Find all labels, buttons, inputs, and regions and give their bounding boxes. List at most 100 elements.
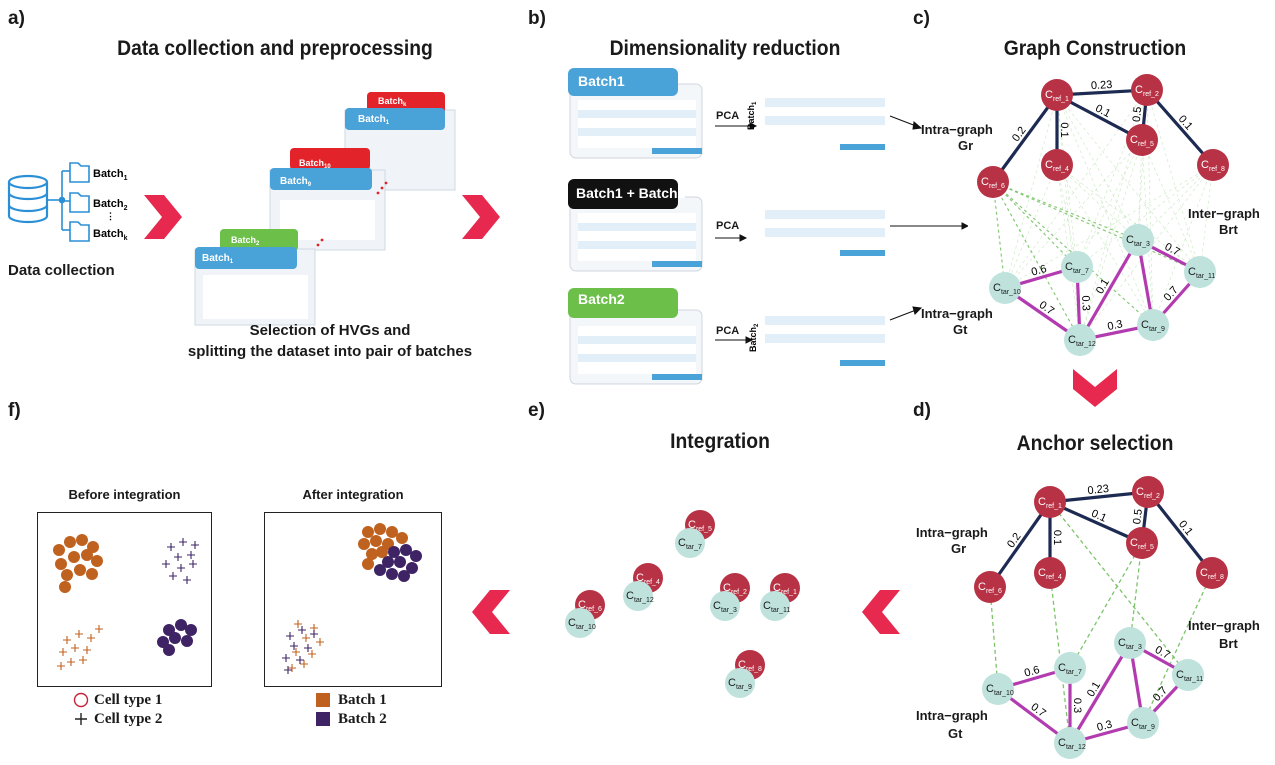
edge-weight-label: 0.1 — [1085, 680, 1103, 699]
integration-pairs: Cref_5Ctar_7Cref_4Ctar_12Cref_2Ctar_3Cre… — [565, 510, 800, 698]
reference-node — [1196, 557, 1228, 589]
inter-graph-edge — [1056, 164, 1139, 241]
edge-weight-label: 0.23 — [1091, 79, 1113, 92]
inter-graph-edge — [1056, 164, 1154, 326]
reference-node — [1126, 124, 1158, 156]
pca-output-tables — [765, 88, 885, 370]
target-node — [989, 272, 1021, 304]
tab-batch2: Batch2 — [578, 291, 625, 307]
edge-weight-label: 0.1 — [1176, 518, 1195, 537]
inter-graph-edge — [1079, 139, 1143, 341]
svg-text:Batch1: Batch1 — [746, 101, 758, 130]
edge-weight-label: 0.3 — [1071, 698, 1083, 713]
svg-text:Batch2: Batch2 — [231, 235, 260, 247]
orange-circle-cluster — [53, 534, 103, 593]
orange-plus-cluster — [57, 625, 103, 670]
integrated-target-node — [623, 581, 653, 611]
inter-graph-edge — [1049, 501, 1189, 676]
reference-node — [1041, 79, 1073, 111]
reference-edges: 0.23 0.1 0.5 0.1 0.2 0.1 — [991, 79, 1215, 183]
database-icon — [7, 174, 49, 224]
intra-graph-t-label-c: Intra−graph — [921, 306, 993, 321]
inter-graph-edge — [1004, 164, 1058, 289]
reference-node — [1126, 527, 1158, 559]
inter-graph-edge — [1152, 164, 1214, 326]
inter-graph-edge — [1069, 542, 1143, 669]
svg-text:⋮: ⋮ — [106, 211, 115, 221]
anchor-selection: 0.230.1 0.50.10.20.10.60.7 0.30.10.70.70.3… — [974, 476, 1228, 759]
reference-node — [1131, 74, 1163, 106]
folder-icon — [69, 162, 90, 242]
folder-label-2: Batch2 — [93, 198, 128, 212]
chevron-down-icon — [1073, 369, 1117, 407]
legend-batch-1: Batch 1 — [338, 692, 387, 708]
edge-tar-3-tar-12 — [1068, 642, 1132, 744]
inter-graph-label-c: Inter−graph — [1188, 206, 1260, 221]
target-node — [1184, 256, 1216, 288]
panel-label-e: e) — [528, 400, 545, 421]
purple-circle-cluster — [157, 619, 197, 656]
edge-weight-label: 0.5 — [1131, 508, 1145, 525]
edge-weight-label: 0.1 — [1089, 508, 1108, 525]
pca-label-2: PCA — [716, 220, 740, 232]
inter-graph-edge — [1004, 164, 1214, 289]
edge-weight-label: 0.6 — [1023, 664, 1041, 680]
target-node — [1061, 251, 1093, 283]
target-node — [1054, 727, 1086, 759]
intra-graph-t-symbol-c: Gt — [953, 322, 968, 337]
edge-weight-label: 0.1 — [1176, 113, 1195, 132]
edge-ref-1-ref-5 — [1056, 93, 1143, 142]
target-node — [982, 673, 1014, 705]
hvg-caption-line1: Selection of HVGs and — [249, 322, 411, 339]
hvg-caption: Selection of HVGs and splitting the data… — [170, 320, 490, 362]
inter-graph-edge — [1056, 94, 1201, 273]
panel-title-b: Dimensionality reduction — [609, 37, 841, 60]
inter-graph-symbol-c: Brt — [1219, 222, 1238, 237]
panel-b-graphic: Batch1 Batch2 — [568, 68, 885, 385]
inter-graph-edge — [1056, 94, 1078, 268]
inter-graph-edge — [1076, 89, 1148, 268]
target-node — [1137, 309, 1169, 341]
b-to-c-arrows — [889, 115, 968, 321]
hvg-caption-line2: splitting the dataset into pair of batch… — [187, 343, 473, 360]
integrated-target-node — [565, 608, 595, 638]
after-integration-plot — [264, 512, 442, 687]
chevron-right-icon — [144, 195, 182, 239]
inter-graph-edge — [1004, 94, 1058, 289]
batch2-swatch — [316, 712, 330, 726]
reference-node — [1034, 486, 1066, 518]
intra-graph-t-label-d: Intra−graph — [916, 708, 988, 723]
inter-graph-edge — [992, 181, 1078, 268]
panel-a-graphic: Batch1 Batch2 ⋮ Batchk Batchk Batch1 Bat… — [7, 92, 456, 326]
edge-weight-label: 0.5 — [1131, 106, 1144, 122]
legend-batch-2: Batch 2 — [338, 711, 387, 727]
edge-weight-label: 0.7 — [1162, 284, 1181, 303]
integrated-target-node — [760, 591, 790, 621]
batch1-swatch — [316, 693, 330, 707]
edge-ref-2-ref-8 — [1145, 88, 1215, 167]
reference-node — [1197, 149, 1229, 181]
edge-weight-label: 0.1 — [1051, 530, 1063, 545]
inter-graph-edge — [1146, 89, 1201, 273]
panel-label-a: a) — [8, 8, 25, 29]
edge-weight-label: 0.7 — [1153, 644, 1172, 662]
integrated-target-node — [710, 591, 740, 621]
data-collection-label: Data collection — [8, 262, 115, 279]
inter-graph-edge — [1137, 139, 1143, 241]
edge-weight-label: 0.2 — [1005, 531, 1024, 550]
svg-text:Batchk: Batchk — [378, 96, 407, 108]
before-integration-plot — [37, 512, 212, 687]
pca-label-3: PCA — [716, 325, 740, 337]
svg-text:Batch1: Batch1 — [358, 114, 390, 126]
edge-ref-1-ref-5 — [1049, 500, 1143, 545]
intra-graph-t-symbol-d: Gt — [948, 726, 963, 741]
inter-graph-edge — [992, 181, 1081, 341]
graph-construction: 0.230.1 0.50.10.20.10.60.7 0.30.10.70.70.3… — [977, 74, 1229, 356]
reference-node — [974, 571, 1006, 603]
inter-graph-edge — [1129, 491, 1149, 644]
reference-node — [1132, 476, 1164, 508]
edge-weight-label: 0.1 — [1058, 122, 1070, 137]
reference-node — [1041, 149, 1073, 181]
inter-graph-edge — [1141, 139, 1201, 273]
edge-weight-label: 0.3 — [1079, 295, 1092, 311]
